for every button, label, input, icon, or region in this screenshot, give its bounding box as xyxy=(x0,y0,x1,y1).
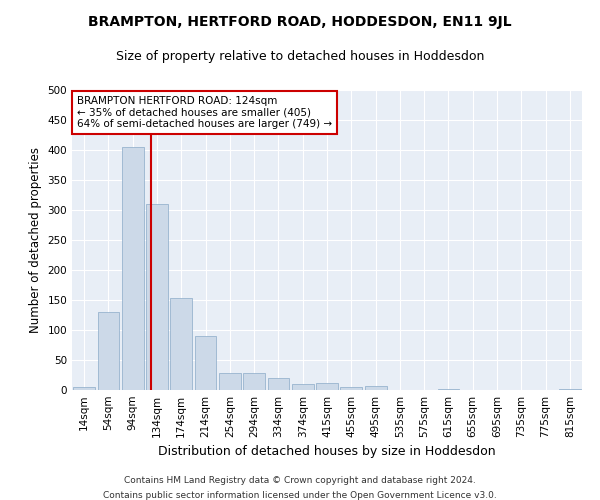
Text: BRAMPTON, HERTFORD ROAD, HODDESDON, EN11 9JL: BRAMPTON, HERTFORD ROAD, HODDESDON, EN11… xyxy=(88,15,512,29)
Bar xyxy=(170,298,192,390)
X-axis label: Distribution of detached houses by size in Hoddesdon: Distribution of detached houses by size … xyxy=(158,446,496,458)
Bar xyxy=(122,147,143,390)
Bar xyxy=(340,387,362,390)
Bar xyxy=(73,387,95,390)
Bar xyxy=(219,373,241,390)
Bar xyxy=(97,312,119,390)
Text: Contains public sector information licensed under the Open Government Licence v3: Contains public sector information licen… xyxy=(103,491,497,500)
Bar xyxy=(316,383,338,390)
Bar xyxy=(243,373,265,390)
Text: Contains HM Land Registry data © Crown copyright and database right 2024.: Contains HM Land Registry data © Crown c… xyxy=(124,476,476,485)
Y-axis label: Number of detached properties: Number of detached properties xyxy=(29,147,42,333)
Bar xyxy=(437,389,460,390)
Text: BRAMPTON HERTFORD ROAD: 124sqm
← 35% of detached houses are smaller (405)
64% of: BRAMPTON HERTFORD ROAD: 124sqm ← 35% of … xyxy=(77,96,332,129)
Bar xyxy=(194,336,217,390)
Bar xyxy=(365,386,386,390)
Bar xyxy=(146,204,168,390)
Bar xyxy=(292,384,314,390)
Bar xyxy=(268,378,289,390)
Text: Size of property relative to detached houses in Hoddesdon: Size of property relative to detached ho… xyxy=(116,50,484,63)
Bar xyxy=(559,389,581,390)
